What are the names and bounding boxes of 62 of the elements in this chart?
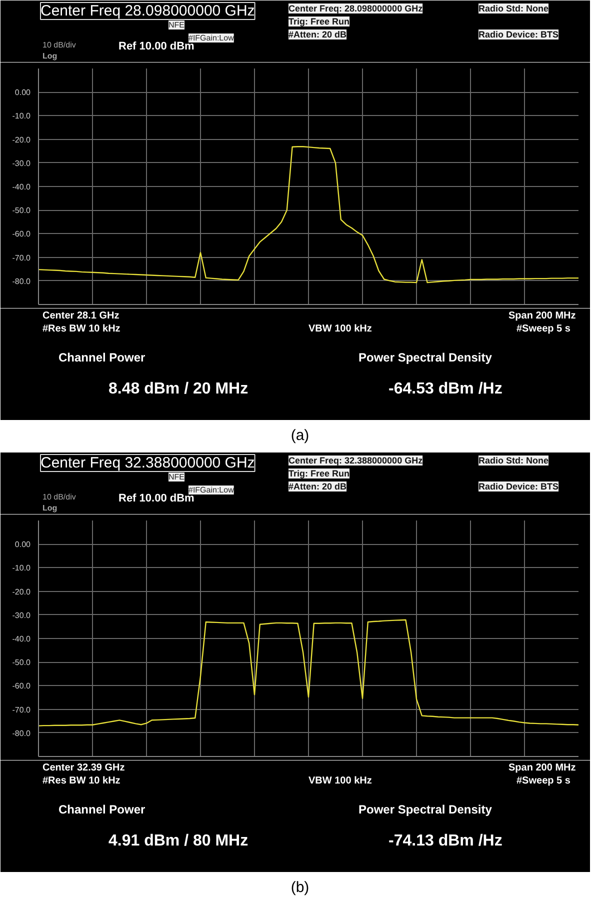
text: Radio Std: None [478, 456, 548, 466]
y-tick-label: -80.0 [12, 728, 32, 738]
text: #Sweep 5 s [516, 776, 571, 786]
text: 4.91 dBm / 80 MHz [108, 832, 248, 850]
text: VBW 100 kHz [308, 324, 372, 334]
text: #Sweep 5 s [516, 324, 571, 334]
y-tick-label: 0.00 [14, 88, 32, 98]
text: Radio Device: BTS [478, 30, 559, 40]
text: (a) [290, 426, 310, 446]
y-tick-label: -30.0 [12, 158, 32, 168]
text: #Atten: 20 dB [288, 30, 348, 40]
text: -74.13 dBm /Hz [388, 832, 502, 850]
text: #IFGain:Low [188, 34, 234, 42]
y-tick-label: -60.0 [12, 682, 32, 691]
text: Channel Power [58, 802, 146, 816]
y-tick-label: -10.0 [12, 564, 32, 573]
text: Center 32.39 GHz [42, 762, 125, 774]
text: Span 200 MHz [508, 310, 576, 322]
text: Trig: Free Run [288, 16, 350, 26]
text: Trig: Free Run [288, 468, 350, 478]
text: VBW 100 kHz [308, 776, 372, 786]
text: Channel Power [58, 350, 146, 364]
y-tick-label: -30.0 [12, 610, 32, 620]
text: Ref 10.00 dBm [118, 40, 195, 52]
text: 10 dB/div [42, 40, 76, 50]
text: Ref 10.00 dBm [118, 492, 195, 504]
line-series [38, 619, 578, 726]
y-tick-label: 0.00 [14, 540, 32, 550]
y-tick-label: -70.0 [12, 253, 32, 262]
text: #Atten: 20 dB [288, 482, 348, 492]
y-tick-label: -40.0 [12, 634, 32, 644]
text: #IFGain:Low [188, 486, 234, 494]
text: #Res BW 10 kHz [42, 324, 120, 334]
chart-title: Center Freq 28.098000000 GHz [40, 2, 255, 20]
y-tick-label: -60.0 [12, 230, 32, 239]
y-tick-label: -20.0 [12, 135, 32, 144]
chart-title: Center Freq 32.388000000 GHz [40, 454, 255, 472]
y-tick-label: -40.0 [12, 182, 32, 192]
y-tick-label: -10.0 [12, 112, 32, 121]
text: Center Freq: 32.388000000 GHz [288, 456, 424, 466]
text: NFE [168, 20, 184, 30]
text: Radio Device: BTS [478, 482, 559, 492]
text: Log [42, 52, 58, 60]
text: #Res BW 10 kHz [42, 776, 120, 786]
y-tick-label: -50.0 [12, 206, 32, 216]
text: Power Spectral Density [358, 802, 492, 816]
text: Radio Std: None [478, 4, 548, 14]
text: -64.53 dBm /Hz [388, 380, 502, 398]
y-tick-label: -20.0 [12, 587, 32, 596]
text: NFE [168, 472, 184, 482]
y-tick-label: -50.0 [12, 658, 32, 668]
text: Power Spectral Density [358, 350, 492, 364]
y-tick-label: -80.0 [12, 276, 32, 286]
text: Span 200 MHz [508, 762, 576, 774]
text: 10 dB/div [42, 492, 76, 502]
text: Center Freq: 28.098000000 GHz [288, 4, 424, 14]
text: Center 28.1 GHz [42, 310, 120, 322]
y-tick-label: -70.0 [12, 705, 32, 714]
text: Log [42, 504, 58, 512]
line-series [38, 146, 578, 284]
text: 8.48 dBm / 20 MHz [108, 380, 248, 398]
text: (b) [290, 878, 310, 898]
